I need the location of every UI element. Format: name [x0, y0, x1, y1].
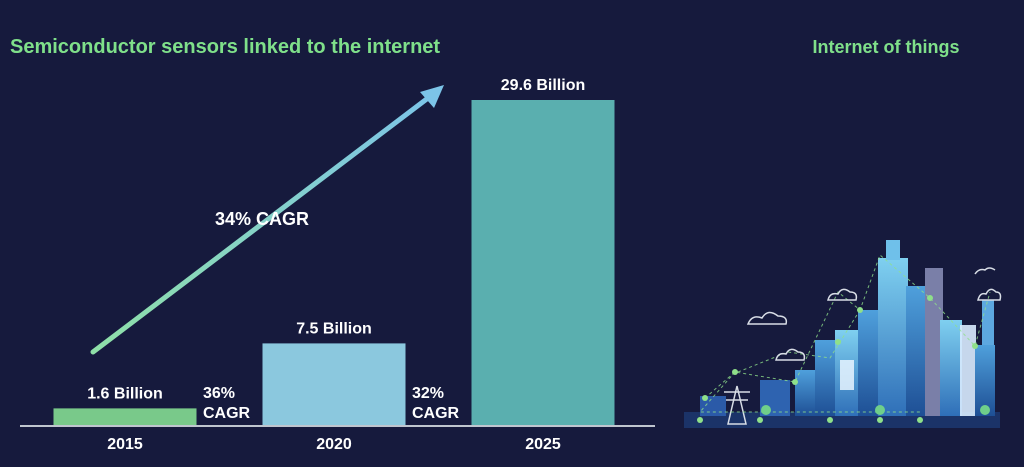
x-tick-2020: 2020 — [316, 436, 352, 453]
growth-arrow — [90, 85, 444, 355]
overall-cagr-label: 34% CAGR — [215, 209, 309, 229]
cagr-2020-2025-percent: 32% — [412, 385, 444, 402]
cagr-2015-2020-percent: 36% — [203, 385, 235, 402]
iot-title: Internet of things — [813, 37, 960, 57]
smart-city-network-icon — [684, 240, 1002, 428]
cagr-2020-2025-label: CAGR — [412, 405, 460, 422]
x-tick-2025: 2025 — [525, 436, 561, 453]
value-label-2020: 7.5 Billion — [296, 320, 372, 337]
x-tick-2015: 2015 — [107, 436, 143, 453]
value-label-2015: 1.6 Billion — [87, 385, 163, 402]
value-label-2025: 29.6 Billion — [501, 77, 585, 94]
cagr-2015-2020-label: CAGR — [203, 405, 251, 422]
chart-title: Semiconductor sensors linked to the inte… — [10, 36, 440, 58]
bar-2025 — [471, 100, 615, 426]
bar-2015 — [53, 408, 197, 426]
bar-group — [53, 100, 615, 426]
bar-2020 — [262, 343, 406, 426]
